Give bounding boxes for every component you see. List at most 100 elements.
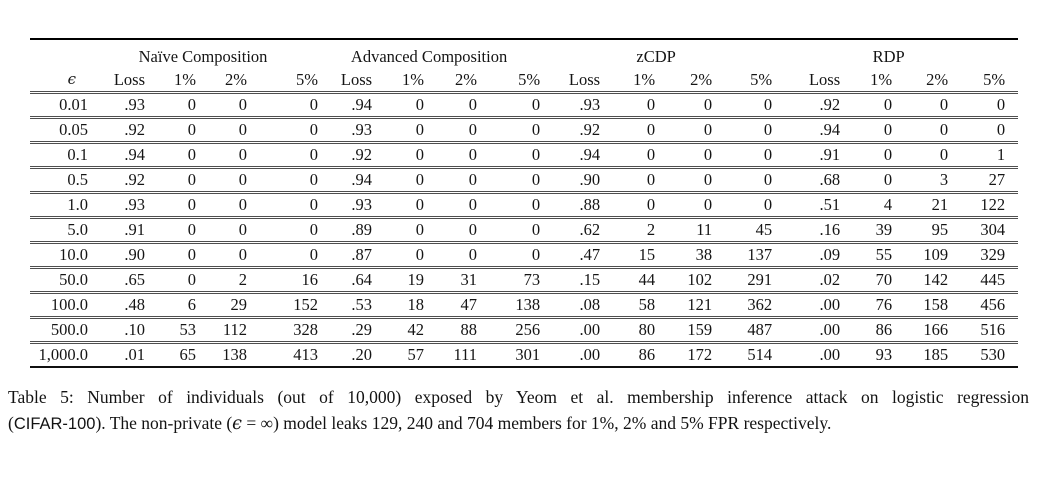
- cell-value: 70: [840, 267, 893, 294]
- cell-value: 0: [892, 117, 949, 144]
- col-header-rdp-loss: Loss: [772, 69, 841, 94]
- cell-value: 47: [424, 292, 478, 319]
- cell-value: 138: [477, 292, 541, 319]
- cell-value: 487: [712, 317, 773, 344]
- cell-value: 27: [948, 167, 1019, 194]
- cell-value: 0: [196, 117, 247, 144]
- cell-value: 0: [145, 167, 196, 194]
- cell-value: 0: [655, 142, 713, 169]
- cell-value: 0: [372, 217, 425, 244]
- cell-value: 0: [247, 117, 319, 144]
- cell-value: 15: [600, 242, 656, 269]
- table-row: 0.1.94 0 0 0.92 0 0 0.94 0 0 0.91 0 0 1: [30, 142, 1019, 169]
- cell-value: 0: [840, 142, 893, 169]
- cell-value: 3: [892, 167, 949, 194]
- cell-value: 0: [372, 142, 425, 169]
- col-header-zcdp-5pct: 5%: [712, 69, 773, 94]
- cell-value: 95: [892, 217, 949, 244]
- epsilon-symbol: ϵ: [232, 414, 242, 434]
- col-header-zcdp-2pct: 2%: [655, 69, 713, 94]
- col-header-advanced-1pct: 1%: [372, 69, 425, 94]
- cell-value: .10: [88, 317, 145, 344]
- cell-value: 0: [247, 192, 319, 219]
- cell-value: 102: [655, 267, 713, 294]
- cell-value: 328: [247, 317, 319, 344]
- cell-value: 0: [948, 92, 1019, 119]
- epsilon-value: 0.05: [30, 117, 88, 144]
- cell-value: 93: [875, 345, 893, 364]
- cell-value: .93: [540, 92, 601, 119]
- cell-value: 0: [196, 167, 247, 194]
- cell-value: .29: [318, 317, 373, 344]
- cell-value: 11: [655, 217, 713, 244]
- cell-value: .93: [88, 92, 145, 119]
- cell-value: 0: [477, 92, 541, 119]
- table-row: 100.0.48 6 29 152.53 18 47 138.08 58 121 362.00 76…: [30, 292, 1019, 319]
- cell-value: 0: [948, 117, 1019, 144]
- epsilon-value: 50.0: [30, 267, 88, 294]
- cell-value: .00: [579, 345, 601, 364]
- cell-value: 0: [145, 117, 196, 144]
- cell-value: .93: [318, 117, 373, 144]
- cell-value: 0: [840, 92, 893, 119]
- cell-value: 304: [948, 217, 1019, 244]
- cell-value: 530: [980, 345, 1006, 364]
- epsilon-value: 10.0: [30, 242, 88, 269]
- epsilon-value: 5.0: [30, 217, 88, 244]
- cell-value: .94: [318, 92, 373, 119]
- cell-value: 29: [196, 292, 247, 319]
- cell-value: 0: [477, 242, 541, 269]
- cell-value: .08: [540, 292, 601, 319]
- table-body: 0.01.93 0 0 0.94 0 0 0.93 0 0 0.92 0 0 0 0.05.92 0 0 0.9…: [30, 92, 1019, 368]
- cell-value: 514: [747, 345, 773, 364]
- cell-value: 0: [712, 192, 773, 219]
- group-header-advanced-composition: Advanced Composition: [350, 47, 508, 66]
- cell-value: 73: [477, 267, 541, 294]
- group-header-naive-composition: Naïve Composition: [138, 47, 268, 66]
- cell-value: 0: [424, 167, 478, 194]
- epsilon-value: 0.01: [30, 92, 88, 119]
- table-row: 0.5.92 0 0 0.94 0 0 0.90 0 0 0.68 0 3 27: [30, 167, 1019, 194]
- cell-value: 0: [247, 242, 319, 269]
- cell-value: 0: [840, 167, 893, 194]
- cell-value: 0: [145, 92, 196, 119]
- cell-value: .94: [318, 167, 373, 194]
- epsilon-value: 1,000.0: [38, 345, 89, 364]
- cell-value: .01: [124, 345, 145, 364]
- cell-value: .88: [540, 192, 601, 219]
- col-header-rdp-5pct: 5%: [948, 69, 1019, 94]
- cell-value: .93: [88, 192, 145, 219]
- cell-value: 0: [477, 142, 541, 169]
- table-row: 0.01.93 0 0 0.94 0 0 0.93 0 0 0.92 0 0 0: [30, 92, 1019, 119]
- cell-value: 0: [477, 217, 541, 244]
- cell-value: .09: [772, 242, 841, 269]
- cell-value: 0: [655, 192, 713, 219]
- epsilon-value: 1.0: [30, 192, 88, 219]
- cell-value: 516: [948, 317, 1019, 344]
- cell-value: 0: [424, 92, 478, 119]
- cell-value: 31: [424, 267, 478, 294]
- cell-value: 185: [923, 345, 949, 364]
- cell-value: 0: [196, 142, 247, 169]
- cell-value: .20: [351, 345, 373, 364]
- epsilon-header: ϵ: [30, 69, 88, 94]
- cell-value: 0: [372, 117, 425, 144]
- cell-value: 39: [840, 217, 893, 244]
- cell-value: .00: [819, 345, 841, 364]
- cell-value: 4: [840, 192, 893, 219]
- table-caption: Table 5: Number of individuals (out of 1…: [8, 384, 1029, 437]
- cell-value: 0: [247, 142, 319, 169]
- cell-value: 53: [145, 317, 196, 344]
- cell-value: .53: [318, 292, 373, 319]
- results-table: Naïve Composition Advanced Composition z…: [30, 38, 1019, 368]
- cell-value: 0: [655, 117, 713, 144]
- cell-value: 6: [145, 292, 196, 319]
- group-header-row: Naïve Composition Advanced Composition z…: [30, 39, 1018, 69]
- cell-value: 0: [655, 167, 713, 194]
- cell-value: 0: [196, 242, 247, 269]
- table-row: 10.0.90 0 0 0.87 0 0 0.47 15 38 137.09 55 109 329: [30, 242, 1019, 269]
- cell-value: 0: [712, 167, 773, 194]
- cell-value: .93: [318, 192, 373, 219]
- epsilon-value: 0.1: [30, 142, 88, 169]
- col-header-rdp-1pct: 1%: [840, 69, 893, 94]
